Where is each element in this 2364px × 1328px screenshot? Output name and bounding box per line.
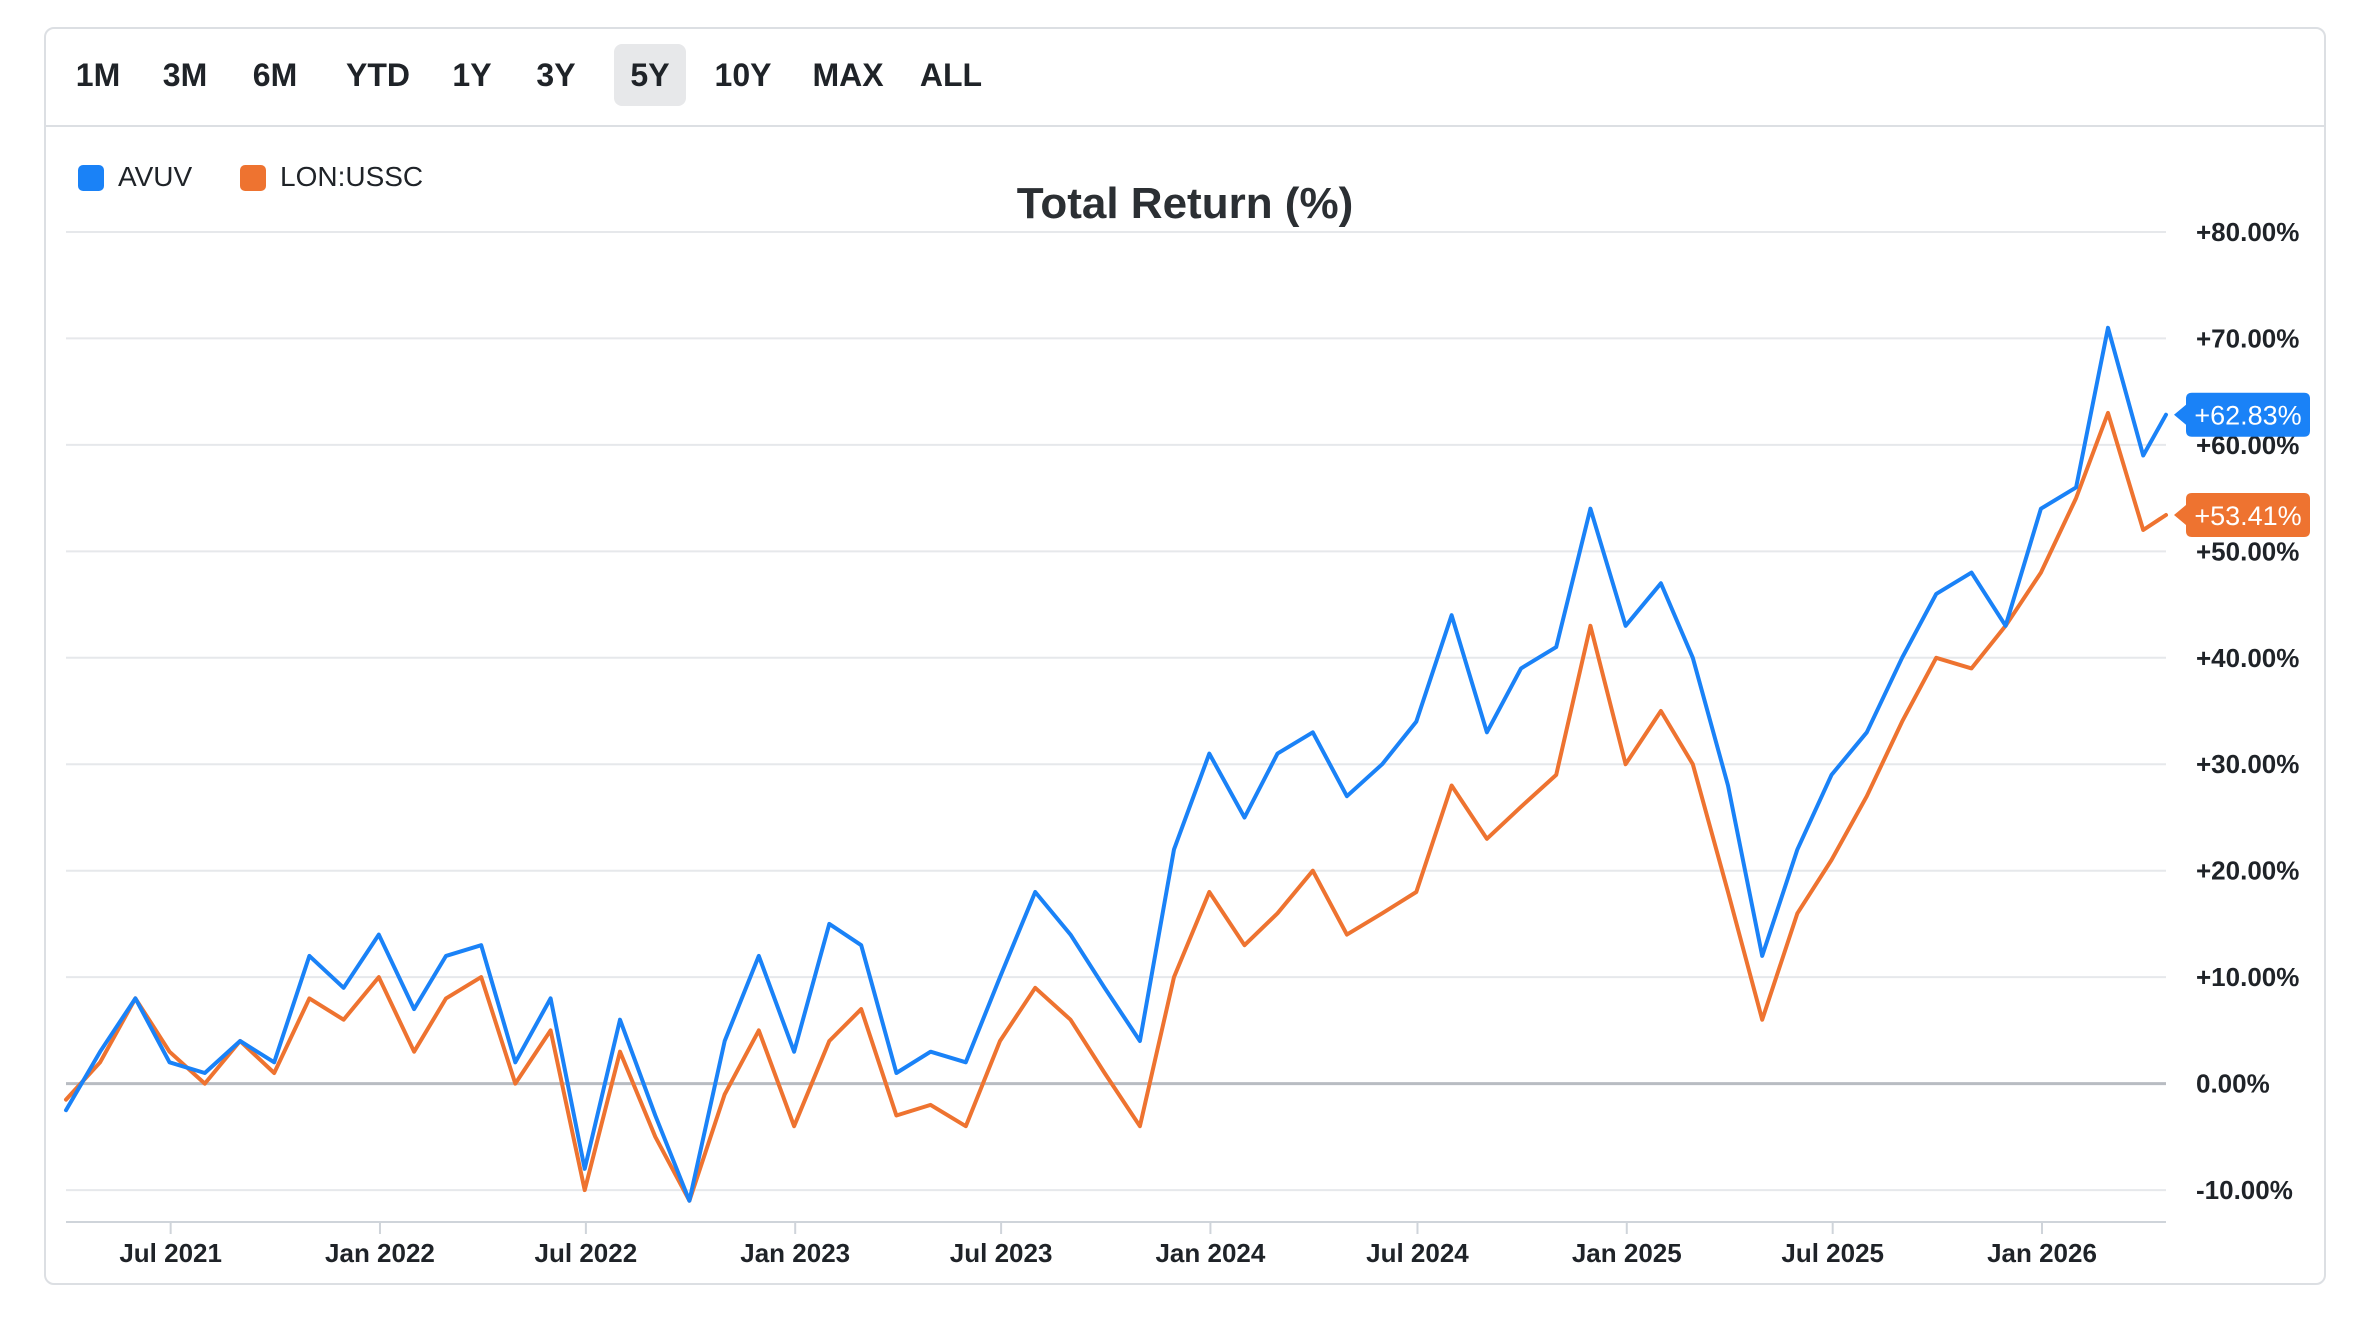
x-tick-label: Jan 2022 [325, 1238, 435, 1268]
y-tick-label: +20.00% [2196, 856, 2299, 886]
legend-label: LON:USSC [280, 161, 424, 192]
y-tick-label: -10.00% [2196, 1175, 2293, 1205]
range-button-1y[interactable]: 1Y [452, 57, 492, 93]
last-value-badge [2174, 392, 2310, 437]
x-tick-label: Jan 2026 [1987, 1238, 2097, 1268]
x-tick-label: Jul 2025 [1781, 1238, 1884, 1268]
range-button-5y[interactable]: 5Y [614, 44, 686, 106]
x-tick-label: Jul 2021 [119, 1238, 222, 1268]
x-tick-label: Jul 2024 [1366, 1238, 1469, 1268]
chart-title: Total Return (%) [1016, 179, 1354, 228]
y-tick-label: +80.00% [2196, 217, 2299, 247]
last-value-badge [2174, 493, 2310, 538]
y-tick-label: +10.00% [2196, 962, 2299, 992]
range-button-10y[interactable]: 10Y [714, 57, 772, 93]
x-tick-label: Jan 2023 [740, 1238, 850, 1268]
range-button-1m[interactable]: 1M [75, 57, 121, 93]
y-tick-label: +70.00% [2196, 323, 2299, 353]
range-button-ytd[interactable]: YTD [346, 57, 410, 93]
x-tick-label: Jul 2022 [535, 1238, 638, 1268]
last-value-label: +53.41% [2194, 501, 2301, 531]
x-tick-label: Jan 2024 [1155, 1238, 1265, 1268]
y-tick-label: 0.00% [2196, 1069, 2270, 1099]
x-tick-label: Jan 2025 [1572, 1238, 1682, 1268]
legend-swatch [240, 165, 266, 191]
series-line-avuv [64, 325, 2168, 1203]
y-tick-label: +40.00% [2196, 643, 2299, 673]
legend-label: AVUV [118, 161, 193, 192]
range-button-6m[interactable]: 6M [252, 57, 298, 93]
range-button-3y[interactable]: 3Y [536, 57, 576, 93]
last-value-label: +62.83% [2194, 401, 2301, 431]
y-tick-label: +50.00% [2196, 536, 2299, 566]
series-line-lon-ussc [64, 410, 2168, 1203]
range-button-all[interactable]: ALL [919, 57, 983, 93]
time-range-selector: 1M 3M 6M YTD 1Y 3Y 5Y 10Y MAX ALL [46, 29, 2324, 127]
chart-card: 1M 3M 6M YTD 1Y 3Y 5Y 10Y MAX ALL AVUV LON:USSC To… [44, 27, 2326, 1285]
legend-swatch [78, 165, 104, 191]
x-tick-label: Jul 2023 [950, 1238, 1053, 1268]
range-button-3m[interactable]: 3M [162, 57, 208, 93]
range-button-max[interactable]: MAX [812, 57, 884, 93]
y-tick-label: +30.00% [2196, 749, 2299, 779]
